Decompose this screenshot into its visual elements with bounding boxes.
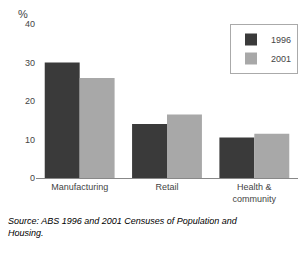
svg-text:0: 0 xyxy=(30,173,35,183)
svg-text:40: 40 xyxy=(25,19,35,29)
svg-text:10: 10 xyxy=(25,135,35,145)
svg-text:Source: ABS 1996 and 2001 Cens: Source: ABS 1996 and 2001 Censuses of Po… xyxy=(8,216,238,238)
svg-text:20: 20 xyxy=(25,96,35,106)
svg-text:Manufacturing: Manufacturing xyxy=(51,182,108,192)
svg-text:Health &community: Health &community xyxy=(233,182,277,204)
svg-text:%: % xyxy=(18,8,28,20)
svg-text:30: 30 xyxy=(25,58,35,68)
svg-text:Retail: Retail xyxy=(155,182,178,192)
svg-text:1996: 1996 xyxy=(271,35,291,45)
svg-text:2001: 2001 xyxy=(271,54,291,64)
